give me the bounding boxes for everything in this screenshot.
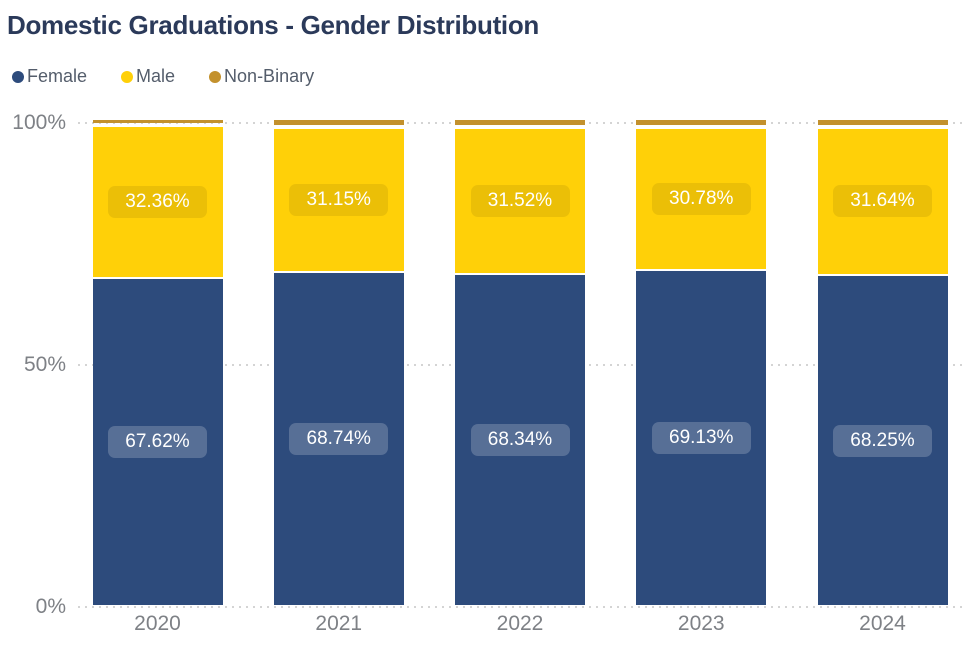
legend-item-non-binary[interactable]: Non-Binary — [209, 66, 314, 87]
legend-dot-icon — [209, 70, 222, 83]
bar-2022-non-binary[interactable] — [455, 120, 585, 125]
bar-2024-female[interactable] — [817, 275, 948, 606]
bar-2024-male[interactable] — [817, 129, 948, 274]
bar-2022-male[interactable] — [455, 129, 585, 274]
bar-2021-non-binary[interactable] — [273, 120, 404, 125]
data-label-male-2020: 32.36% — [108, 185, 207, 218]
bar-2020-non-binary[interactable] — [92, 120, 223, 123]
legend-label: Non-Binary — [224, 66, 315, 86]
x-axis-label-2024: 2024 — [859, 612, 906, 635]
data-label-female-2021: 68.74% — [289, 423, 389, 456]
x-axis-label-2020: 2020 — [134, 612, 181, 635]
data-label-male-2022: 31.52% — [470, 185, 570, 218]
chart-title: Domestic Graduations - Gender Distributi… — [7, 10, 540, 40]
x-axis-label-2023: 2023 — [677, 612, 725, 635]
bar-2021-female[interactable] — [273, 273, 404, 606]
data-label-male-2021: 31.15% — [289, 184, 389, 217]
bar-2020-male[interactable] — [92, 126, 223, 277]
bar-2020-female[interactable] — [92, 278, 223, 606]
legend-dot-icon — [12, 70, 24, 83]
gridline-0 — [78, 605, 962, 608]
bar-2021-male[interactable] — [273, 129, 404, 272]
bar-2024-non-binary[interactable] — [817, 120, 948, 125]
bar-2023-female[interactable] — [636, 271, 767, 606]
legend: Female Male Non-Binary — [12, 66, 314, 87]
y-axis-tick-100: 100% — [12, 111, 66, 134]
legend-label: Female — [27, 66, 88, 86]
legend-item-male[interactable]: Male — [121, 66, 175, 87]
data-label-male-2024: 31.64% — [833, 185, 932, 218]
bar-2023-male[interactable] — [636, 129, 767, 270]
legend-dot-icon — [121, 70, 134, 83]
x-axis-label-2021: 2021 — [315, 612, 363, 635]
legend-label: Male — [136, 66, 176, 86]
y-axis-tick-0: 0% — [35, 594, 66, 618]
data-label-male-2023: 30.78% — [651, 183, 751, 216]
bar-2023-non-binary[interactable] — [636, 120, 767, 125]
data-label-female-2023: 69.13% — [651, 422, 751, 455]
data-label-female-2022: 68.34% — [470, 424, 570, 457]
legend-item-female[interactable]: Female — [12, 66, 87, 87]
y-axis-tick-50: 50% — [23, 352, 66, 376]
bar-2022-female[interactable] — [455, 275, 585, 606]
x-axis-label-2022: 2022 — [496, 612, 544, 635]
data-label-female-2024: 68.25% — [833, 424, 932, 457]
data-label-female-2020: 67.62% — [108, 426, 207, 459]
